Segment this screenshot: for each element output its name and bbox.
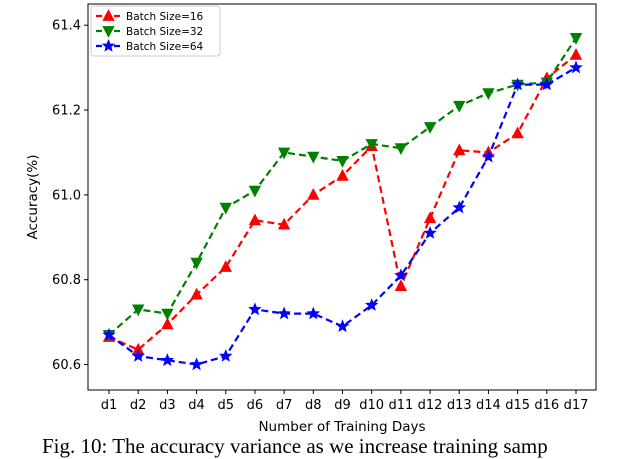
data-point <box>190 257 203 270</box>
data-point <box>161 308 174 321</box>
x-tick-label: d14 <box>476 398 501 413</box>
data-point <box>248 302 262 316</box>
data-point <box>307 188 320 200</box>
y-tick-label: 61.4 <box>52 19 81 34</box>
data-point <box>102 327 116 341</box>
data-point <box>190 287 203 300</box>
series-2 <box>102 33 583 342</box>
legend-marker <box>101 38 116 52</box>
x-tick-label: d9 <box>334 398 351 413</box>
data-point <box>248 185 262 198</box>
x-tick-label: d12 <box>418 398 443 413</box>
legend-label: Batch Size=32 <box>126 26 203 38</box>
data-point <box>336 168 349 181</box>
data-point <box>218 349 233 362</box>
x-tick-label: d17 <box>564 398 589 413</box>
x-tick-label: d11 <box>388 398 413 413</box>
x-tick-label: d6 <box>247 398 264 413</box>
data-point <box>277 217 291 230</box>
series-line <box>108 66 577 366</box>
data-point <box>481 149 496 163</box>
x-tick-label: d15 <box>505 398 530 413</box>
legend: Batch Size=16 Batch Size=32 Batch Size=64 <box>90 5 221 57</box>
x-tick-label: d8 <box>305 398 322 413</box>
data-point <box>336 155 349 168</box>
x-tick-label: d3 <box>159 398 176 413</box>
data-point <box>569 33 583 45</box>
data-point <box>161 317 174 330</box>
x-tick-label: d5 <box>217 398 234 413</box>
data-point <box>306 306 321 320</box>
data-point <box>248 213 262 226</box>
data-point <box>365 139 378 151</box>
data-point <box>132 304 145 317</box>
data-point <box>277 306 291 320</box>
data-point <box>540 77 554 91</box>
data-point <box>189 357 204 371</box>
legend-label: Batch Size=64 <box>126 41 204 53</box>
x-tick-label: d13 <box>447 398 472 413</box>
data-point <box>219 202 232 215</box>
legend-label: Batch Size=16 <box>126 11 204 23</box>
data-point <box>511 126 524 139</box>
x-axis-label: Number of Training Days <box>258 419 425 435</box>
data-point <box>277 147 291 160</box>
data-point <box>423 211 437 224</box>
legend-box <box>90 5 221 57</box>
plot-frame <box>87 3 597 391</box>
data-point <box>219 260 232 272</box>
data-point <box>569 60 583 74</box>
figure-caption: Fig. 10: The accuracy variance as we inc… <box>42 434 548 458</box>
data-point <box>335 319 350 333</box>
x-tick-label: d1 <box>101 398 118 413</box>
data-point <box>452 200 467 214</box>
data-point <box>453 143 466 156</box>
axis-layer: d1 d2 d3 d4 d5 d6 d7 d8 d9 d10 d11 d12 d13 d14 d15 d16 d… <box>52 19 588 413</box>
data-point <box>453 100 466 113</box>
x-tick-label: d7 <box>276 398 293 413</box>
data-point <box>131 348 145 362</box>
x-tick-label: d2 <box>130 398 147 413</box>
series-3 <box>102 60 583 371</box>
legend-marker <box>102 9 115 21</box>
legend-marker <box>102 26 115 38</box>
series-line <box>108 37 577 336</box>
data-point <box>394 268 408 282</box>
x-tick-label: d10 <box>359 398 384 413</box>
y-tick-label: 61.0 <box>52 188 81 203</box>
y-axis-label: Accuracy(%) <box>25 155 41 240</box>
y-tick-label: 61.2 <box>52 104 81 119</box>
series-line <box>108 54 577 351</box>
data-point <box>364 298 379 311</box>
data-point <box>569 48 583 60</box>
plot-layer <box>102 33 583 371</box>
data-point <box>423 122 437 134</box>
y-tick-label: 60.8 <box>52 273 81 288</box>
series-1 <box>102 48 583 355</box>
data-point <box>160 353 175 367</box>
data-point <box>510 77 525 91</box>
data-point <box>394 279 408 292</box>
data-point <box>482 88 495 100</box>
data-point <box>307 151 320 164</box>
data-point <box>423 226 437 239</box>
x-tick-label: d16 <box>534 398 559 413</box>
y-tick-label: 60.6 <box>52 358 81 373</box>
x-tick-label: d4 <box>188 398 205 413</box>
data-point <box>394 143 408 156</box>
